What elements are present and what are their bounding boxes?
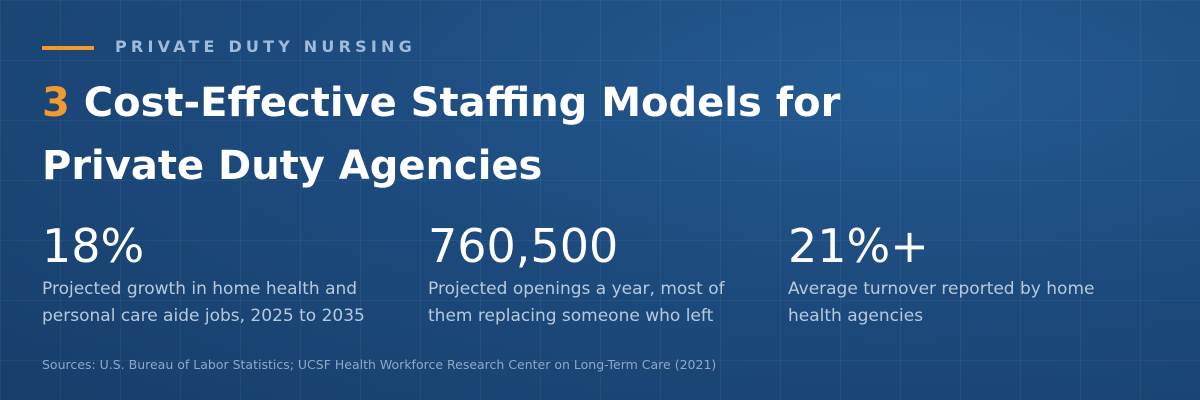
title-number: 3 — [42, 80, 70, 126]
title-text: Cost-Effective Staffing Models for Priva… — [42, 80, 841, 189]
stat: 760,500 Projected openings a year, most … — [428, 216, 773, 330]
stat-value: 18% — [42, 219, 145, 273]
stat-value: 760,500 — [428, 219, 619, 273]
eyebrow: PRIVATE DUTY NURSING — [115, 37, 416, 56]
stat: 21%+ Average turnover reported by home h… — [788, 216, 1148, 330]
stat-description: Projected openings a year, most of them … — [428, 279, 725, 326]
stat: 18% Projected growth in home health and … — [42, 216, 412, 330]
stat-description: Projected growth in home health and pers… — [42, 279, 365, 326]
accent-bar — [42, 46, 94, 50]
stat-description: Average turnover reported by home health… — [788, 279, 1095, 326]
sources: Sources: U.S. Bureau of Labor Statistics… — [42, 357, 717, 372]
stat-value: 21%+ — [788, 219, 929, 273]
title: 3 Cost-Effective Staffing Models for Pri… — [42, 72, 902, 198]
